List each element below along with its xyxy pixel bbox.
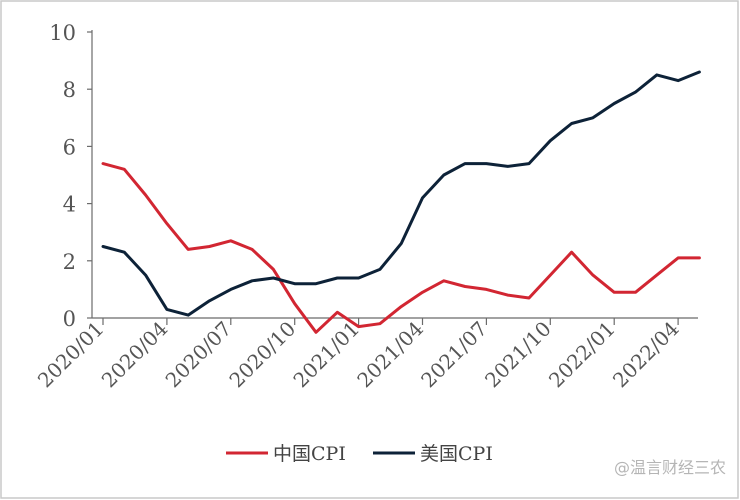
y-axis: 0 2 4 6 8 10 [49,21,93,331]
y-tick-label: 0 [63,307,76,331]
legend-label-china: 中国CPI [273,443,346,465]
y-tick-label: 10 [49,21,76,45]
y-tick-label: 2 [63,250,76,274]
y-tick-label: 6 [63,135,76,159]
series-line-china-cpi [101,162,701,334]
series-line-us-cpi [101,70,701,317]
y-tick-label: 4 [63,193,76,217]
legend-label-us: 美国CPI [420,443,493,465]
legend: 中国CPI 美国CPI [226,443,493,465]
series-lines [101,70,701,334]
y-tick-label: 8 [63,78,76,102]
watermark: @温言财经三农 [614,458,726,477]
